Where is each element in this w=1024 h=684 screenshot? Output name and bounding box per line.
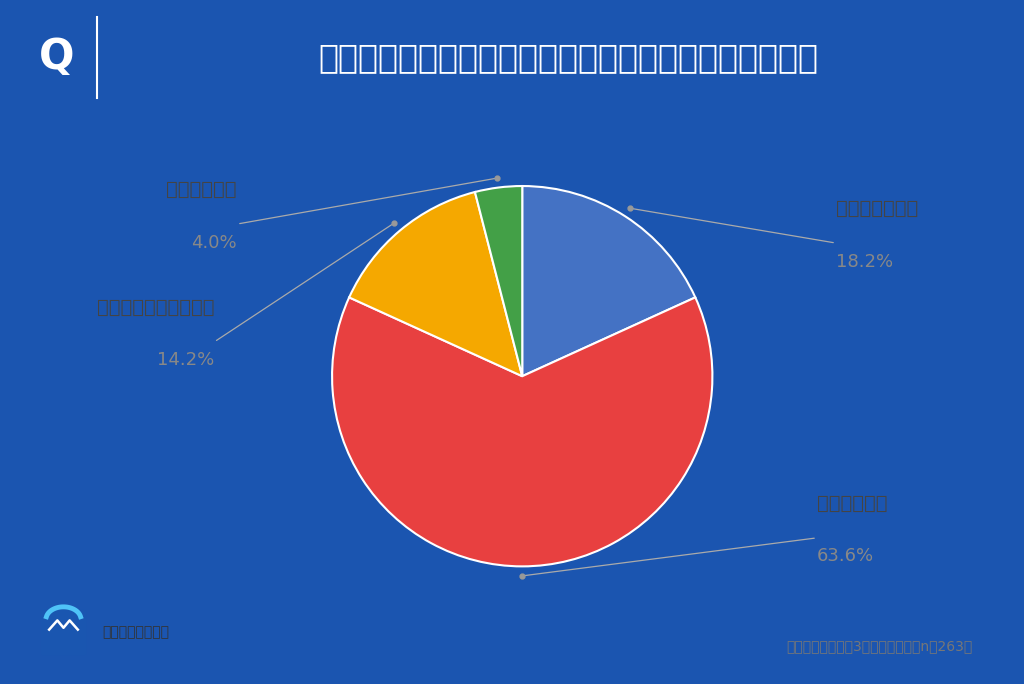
Text: 18.2%: 18.2% [836, 252, 893, 271]
Wedge shape [349, 192, 522, 376]
Wedge shape [332, 298, 713, 566]
Text: じゅけラボ予備校: じゅけラボ予備校 [102, 626, 169, 640]
Text: ほとんど話し合わない: ほとんど話し合わない [96, 298, 214, 317]
Text: 志望校選びについて家族で話し合うことはありますか？: 志望校選びについて家族で話し合うことはありますか？ [318, 41, 818, 74]
Text: 14.2%: 14.2% [157, 352, 214, 369]
Text: 現在子どもが中学3年生の保護者（n＝263）: 現在子どもが中学3年生の保護者（n＝263） [786, 640, 973, 653]
Text: 話し合わない: 話し合わない [167, 181, 237, 199]
Text: 時々話し合う: 時々話し合う [817, 494, 888, 513]
FancyBboxPatch shape [41, 610, 86, 655]
Text: 頻繁に話し合う: 頻繁に話し合う [836, 199, 919, 218]
Wedge shape [475, 186, 522, 376]
Text: 4.0%: 4.0% [191, 233, 237, 252]
Text: 63.6%: 63.6% [817, 547, 874, 566]
Text: Q: Q [39, 36, 74, 79]
Wedge shape [522, 186, 695, 376]
